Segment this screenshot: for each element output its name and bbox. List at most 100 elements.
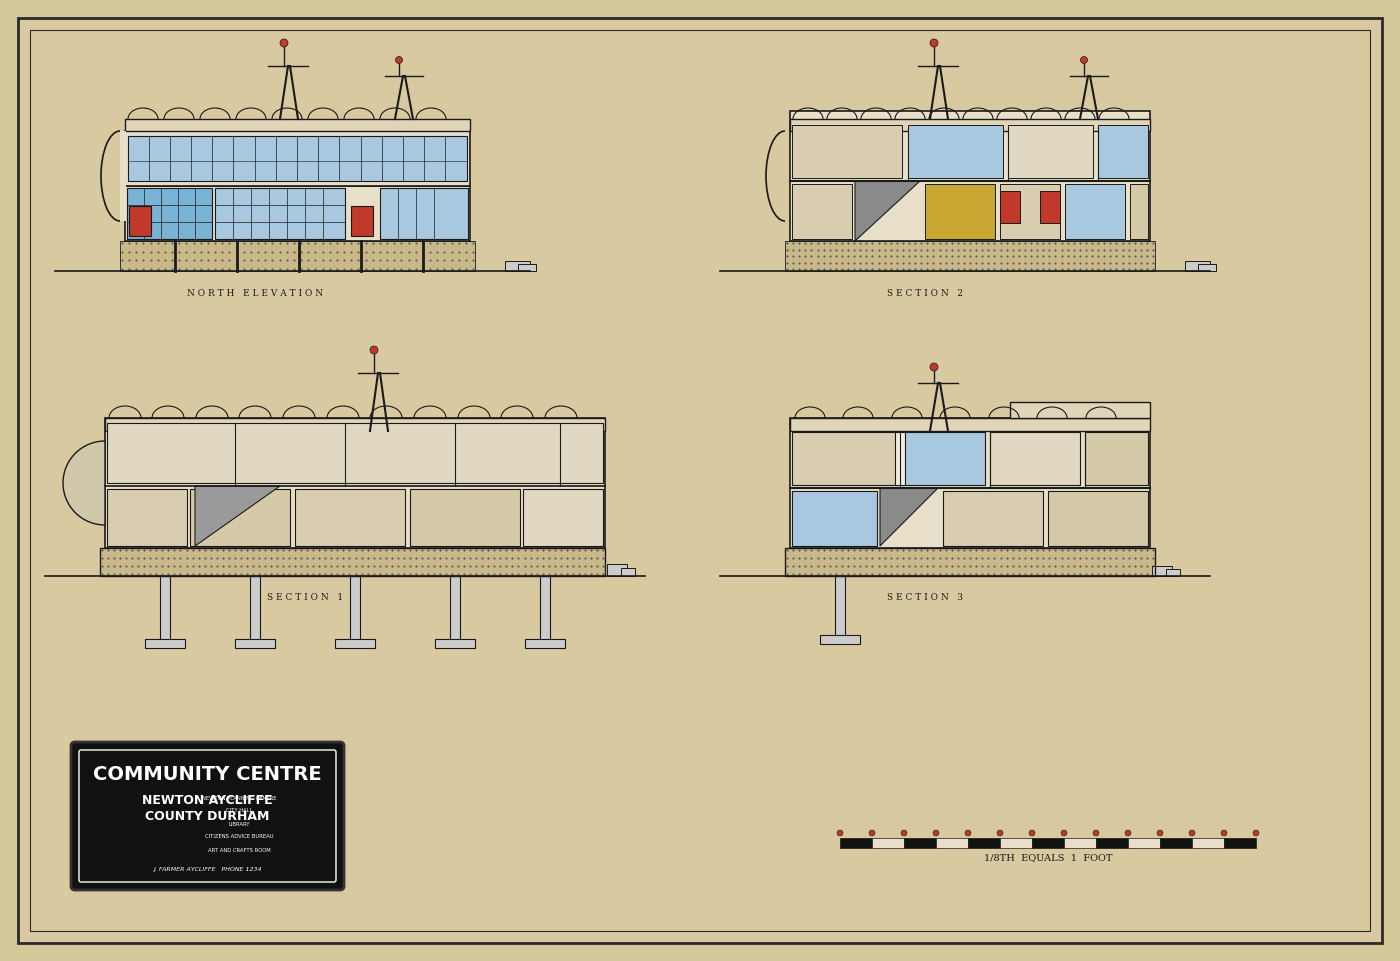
Bar (834, 576, 846, 636)
Bar (106, 423, 603, 483)
Bar (1152, 566, 1172, 576)
Bar (1000, 838, 1032, 848)
Text: S E C T I O N   1: S E C T I O N 1 (267, 594, 343, 603)
Polygon shape (195, 486, 280, 546)
Bar (785, 548, 1155, 576)
Bar (216, 188, 344, 239)
Bar (379, 188, 468, 239)
Bar (251, 576, 260, 641)
Text: COUNTY DURHAM: COUNTY DURHAM (146, 809, 270, 823)
Text: ART AND CRAFTS ROOM: ART AND CRAFTS ROOM (209, 848, 270, 852)
Circle shape (965, 830, 972, 836)
Bar (435, 639, 475, 648)
Bar (505, 261, 531, 271)
Bar (1008, 125, 1093, 178)
Bar (792, 491, 876, 546)
Bar (105, 418, 605, 431)
Text: J. FARMER AYCLIFFE   PHONE 1234: J. FARMER AYCLIFFE PHONE 1234 (153, 868, 262, 873)
Bar (900, 432, 986, 485)
Bar (120, 131, 126, 221)
Bar (190, 489, 290, 546)
Bar (785, 548, 1155, 576)
Circle shape (930, 39, 938, 47)
Bar (937, 838, 967, 848)
Circle shape (869, 830, 875, 836)
Bar (146, 639, 185, 648)
Text: CITIZENS ADVICE BUREAU: CITIZENS ADVICE BUREAU (204, 834, 273, 840)
Bar (1161, 838, 1191, 848)
Bar (1224, 838, 1256, 848)
Bar (1040, 191, 1060, 223)
Bar (127, 188, 211, 239)
Bar (1130, 184, 1148, 239)
Bar (350, 576, 360, 641)
Circle shape (1093, 830, 1099, 836)
Bar (129, 206, 151, 236)
Bar (160, 576, 169, 641)
Bar (449, 576, 461, 641)
Circle shape (1081, 57, 1088, 63)
Bar (1065, 184, 1126, 239)
Text: S E C T I O N   3: S E C T I O N 3 (888, 594, 963, 603)
Circle shape (1253, 830, 1259, 836)
Bar (1191, 838, 1224, 848)
Bar (785, 241, 1155, 271)
Text: CITY HALL: CITY HALL (225, 808, 252, 814)
Polygon shape (881, 488, 938, 546)
Bar (125, 119, 470, 131)
Circle shape (837, 830, 843, 836)
Circle shape (1126, 830, 1131, 836)
Bar (99, 548, 605, 576)
Bar (608, 564, 627, 576)
Circle shape (395, 57, 403, 63)
Bar (1098, 125, 1148, 178)
Polygon shape (855, 181, 920, 241)
Bar (410, 489, 519, 546)
Bar (909, 125, 1002, 178)
Bar (1032, 838, 1064, 848)
Circle shape (1156, 830, 1163, 836)
Bar (904, 838, 937, 848)
Bar (1184, 261, 1210, 271)
Bar (1085, 432, 1148, 485)
Bar (1064, 838, 1096, 848)
Bar (925, 184, 995, 239)
FancyBboxPatch shape (71, 742, 344, 890)
Bar (792, 125, 902, 178)
Circle shape (1061, 830, 1067, 836)
Bar (792, 432, 897, 485)
Bar (990, 432, 1079, 485)
Bar (792, 184, 853, 239)
Bar (1198, 264, 1217, 271)
Bar (872, 838, 904, 848)
Text: NEWTON PLANNING CENTRE: NEWTON PLANNING CENTRE (202, 796, 277, 801)
Bar (120, 241, 475, 271)
Bar (1096, 838, 1128, 848)
Bar (235, 639, 274, 648)
Circle shape (997, 830, 1002, 836)
Bar (525, 639, 566, 648)
Bar (540, 576, 550, 641)
Text: S E C T I O N   2: S E C T I O N 2 (888, 288, 963, 298)
Bar (518, 264, 536, 271)
Bar (524, 489, 603, 546)
Text: NEWTON AYCLIFFE: NEWTON AYCLIFFE (143, 795, 273, 807)
Bar (790, 418, 1149, 548)
Text: COMMUNITY CENTRE: COMMUNITY CENTRE (94, 765, 322, 783)
Bar (1009, 402, 1149, 418)
Bar (820, 635, 860, 644)
Bar (335, 639, 375, 648)
Bar (790, 111, 1149, 241)
Bar (99, 548, 605, 576)
Text: 1/8TH  EQUALS  1  FOOT: 1/8TH EQUALS 1 FOOT (984, 853, 1112, 863)
Bar (895, 432, 904, 485)
Bar (125, 131, 470, 186)
Circle shape (930, 363, 938, 371)
Circle shape (1029, 830, 1035, 836)
Circle shape (902, 830, 907, 836)
Bar (790, 119, 1149, 131)
Circle shape (1189, 830, 1196, 836)
Bar (1166, 569, 1180, 576)
Circle shape (1221, 830, 1226, 836)
Wedge shape (63, 441, 105, 525)
